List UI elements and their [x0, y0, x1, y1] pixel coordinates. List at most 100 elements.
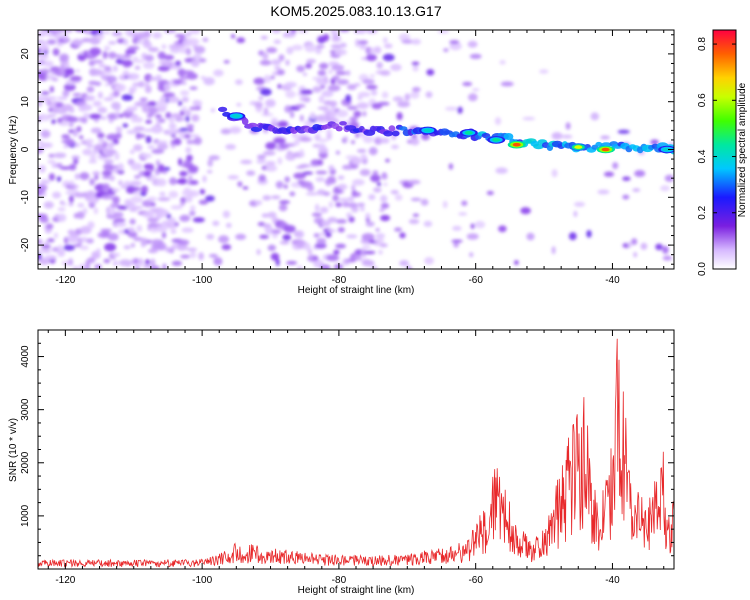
heatmap-cell [284, 143, 297, 147]
heatmap-cell [337, 175, 345, 180]
heatmap-cell [139, 97, 148, 102]
heatmap-ridge-cell [241, 117, 249, 125]
heatmap-cell [349, 116, 358, 122]
heatmap-cell [425, 91, 433, 98]
heatmap-cell [355, 38, 360, 48]
heatmap-cell [147, 217, 159, 223]
heatmap-cell [157, 209, 169, 218]
y-tick-label: -20 [20, 237, 31, 252]
heatmap-cell [63, 83, 76, 91]
heatmap-cell [102, 141, 108, 148]
heatmap-cell [371, 89, 378, 96]
heatmap-cell [121, 94, 133, 101]
heatmap-cell [380, 195, 388, 203]
heatmap-cell [278, 54, 285, 62]
heatmap-cell [357, 91, 371, 98]
heatmap-cell [81, 116, 88, 124]
heatmap-cell [267, 211, 277, 219]
heatmap-ridge-cell [335, 126, 343, 132]
heatmap-cell [91, 59, 104, 64]
heatmap-cell [384, 43, 393, 49]
heatmap-cell [166, 213, 172, 220]
heatmap-cell [307, 248, 313, 256]
heatmap-cell [263, 150, 276, 156]
heatmap-cell [640, 242, 648, 250]
heatmap-cell [64, 138, 75, 146]
heatmap-cell [304, 43, 316, 53]
heatmap-cell [462, 81, 473, 87]
heatmap-cell [380, 202, 390, 209]
heatmap-cell [407, 179, 421, 185]
heatmap-cell [160, 95, 166, 103]
heatmap-hot-spot [574, 145, 583, 149]
heatmap-cell [101, 194, 114, 200]
heatmap-cell [293, 172, 307, 179]
heatmap-cell [500, 81, 514, 87]
heatmap-cell [136, 224, 143, 233]
heatmap-cell [74, 173, 80, 180]
heatmap-cell [107, 232, 119, 241]
x-tick-label: -40 [605, 575, 620, 586]
heatmap-cell [127, 46, 140, 51]
heatmap-cell [112, 260, 119, 267]
heatmap-cell [165, 220, 179, 229]
heatmap-cell [284, 176, 290, 183]
heatmap-cell [404, 93, 411, 101]
heatmap-cell [198, 252, 205, 261]
heatmap-cell [112, 188, 120, 193]
heatmap-cell [106, 150, 118, 154]
heatmap-cell [40, 165, 46, 173]
heatmap-cell [82, 148, 93, 156]
heatmap-cell [56, 42, 64, 47]
heatmap-cell [254, 101, 263, 109]
heatmap-cell [155, 159, 161, 167]
snr-x-axis-label: Height of straight line (km) [298, 585, 415, 596]
heatmap-cell [551, 132, 563, 140]
heatmap-cell [174, 222, 179, 226]
heatmap-cell [358, 30, 367, 34]
heatmap-cell [297, 30, 309, 33]
heatmap-cell [467, 40, 478, 48]
heatmap-cell [133, 186, 141, 192]
heatmap-cell [411, 38, 421, 45]
heatmap-cell [376, 61, 384, 69]
heatmap-cell [168, 123, 177, 129]
heatmap-cell [293, 138, 300, 146]
heatmap-cell [112, 65, 118, 72]
heatmap-cell [73, 243, 82, 248]
heatmap-cell [101, 230, 110, 238]
heatmap-cell [655, 243, 663, 251]
heatmap-cell [62, 89, 70, 97]
heatmap-cell [130, 196, 143, 204]
heatmap-cell [397, 101, 410, 108]
heatmap-cell [258, 174, 267, 182]
heatmap-cell [634, 170, 646, 177]
heatmap-cell [57, 213, 67, 222]
heatmap-cell [179, 127, 190, 132]
heatmap-cell [92, 171, 101, 176]
heatmap-cell [394, 227, 402, 232]
heatmap-cell [47, 96, 57, 101]
heatmap-cell [64, 67, 75, 76]
heatmap-cell [118, 113, 124, 118]
heatmap-cell [189, 30, 201, 35]
heatmap-cell [378, 250, 383, 255]
heatmap-cell [68, 163, 77, 171]
heatmap-hot-spot [512, 142, 521, 147]
heatmap-cell [315, 44, 325, 49]
x-tick-label: -120 [55, 275, 75, 286]
heatmap-cell [52, 30, 65, 34]
heatmap-cell [190, 59, 200, 68]
heatmap-cell [381, 91, 389, 99]
heatmap-cell [191, 114, 200, 122]
heatmap-cell [92, 100, 102, 107]
heatmap-cell [69, 180, 75, 186]
heatmap-cell [225, 222, 232, 228]
heatmap-cell [278, 200, 291, 204]
heatmap-cell [319, 220, 331, 227]
heatmap-cell [207, 159, 213, 167]
heatmap-cell [185, 47, 192, 56]
heatmap-cell [622, 194, 630, 200]
heatmap-cell [227, 175, 239, 180]
heatmap-cell [45, 223, 54, 230]
